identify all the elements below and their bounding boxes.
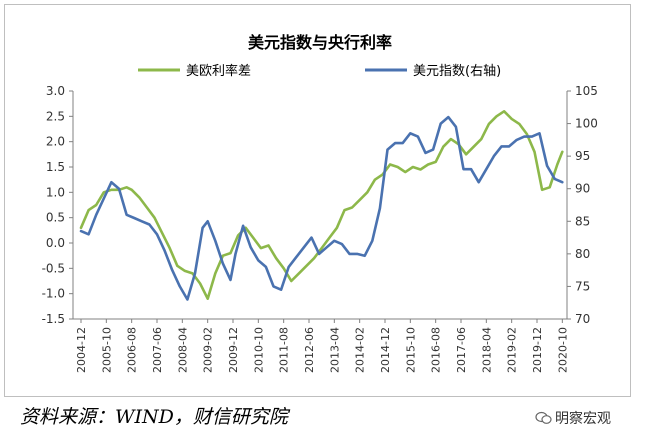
chart-frame (4, 4, 631, 397)
x-tick-label: 2010-10 (252, 327, 265, 373)
legend-label-rate-diff: 美欧利率差 (186, 63, 251, 79)
left-tick-label: 0.5 (46, 211, 65, 225)
x-tick-label: 2019-12 (531, 327, 544, 373)
left-tick-label: 3.0 (46, 84, 65, 98)
left-tick-label: 1.0 (46, 185, 65, 199)
right-tick-label: 105 (575, 84, 598, 98)
source-note: 资料来源：WIND，财信研究院 (20, 406, 288, 428)
x-tick-label: 2014-12 (379, 327, 392, 373)
right-tick-label: 100 (575, 117, 598, 131)
chart-title: 美元指数与央行利率 (248, 33, 392, 52)
right-tick-label: 75 (575, 279, 590, 293)
x-tick-label: 2012-06 (303, 327, 316, 373)
x-tick-label: 2020-10 (556, 327, 569, 373)
right-tick-label: 70 (575, 312, 590, 326)
x-tick-label: 2007-06 (151, 327, 164, 373)
x-tick-label: 2015-10 (404, 327, 417, 373)
x-tick-label: 2018-04 (480, 327, 493, 373)
x-tick-label: 2011-08 (278, 327, 291, 373)
left-tick-label: -1.5 (42, 312, 65, 326)
left-tick-label: 0.0 (46, 236, 65, 250)
series-line-rate-diff (79, 110, 564, 301)
right-tick-label: 80 (575, 247, 590, 261)
x-tick-label: 2009-12 (227, 327, 240, 373)
x-tick-label: 2008-04 (176, 327, 189, 373)
left-tick-label: 2.0 (46, 135, 65, 149)
x-tick-label: 2017-06 (455, 327, 468, 373)
left-tick-label: 1.5 (46, 160, 65, 174)
x-tick-label: 2014-02 (354, 327, 367, 373)
left-tick-label: 2.5 (46, 109, 65, 123)
x-tick-label: 2013-04 (328, 327, 341, 373)
right-tick-label: 90 (575, 182, 590, 196)
x-tick-label: 2019-02 (506, 327, 519, 373)
x-tick-label: 2009-02 (202, 327, 215, 373)
watermark: 明察宏观 (535, 408, 611, 428)
x-tick-label: 2006-08 (126, 327, 139, 373)
x-tick-label: 2005-10 (100, 327, 113, 373)
x-tick-label: 2016-08 (430, 327, 443, 373)
wechat-icon (535, 411, 552, 424)
x-tick-label: 2004-12 (75, 327, 88, 373)
series-line-dxy (79, 115, 564, 301)
right-tick-label: 85 (575, 214, 590, 228)
right-tick-label: 95 (575, 149, 590, 163)
legend-label-dxy: 美元指数(右轴) (413, 64, 501, 79)
left-tick-label: -1.0 (42, 287, 65, 301)
left-tick-label: -0.5 (42, 261, 65, 275)
watermark-text: 明察宏观 (555, 411, 611, 427)
